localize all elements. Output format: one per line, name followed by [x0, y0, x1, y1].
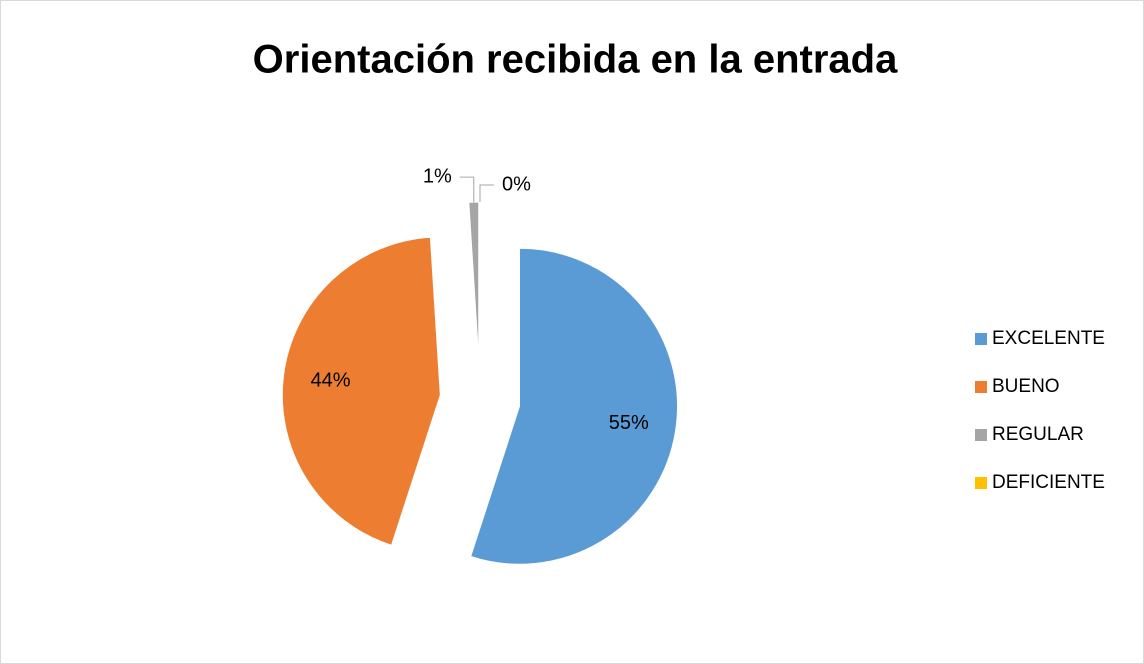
data-label: 55% [609, 412, 649, 434]
leader-line [459, 176, 475, 203]
chart-title: Orientación recibida en la entrada [253, 38, 898, 82]
legend-swatch [975, 333, 987, 345]
data-label: 0% [502, 173, 531, 195]
legend-swatch [975, 381, 987, 393]
leader-line [479, 184, 494, 202]
legend-swatch [975, 477, 987, 489]
legend-label: REGULAR [992, 424, 1084, 445]
legend-swatch [975, 429, 987, 441]
legend-label: BUENO [992, 376, 1060, 397]
pie-slice [281, 236, 441, 546]
pie-slice [468, 201, 480, 361]
data-label: 44% [311, 369, 351, 391]
pie-slice [470, 247, 679, 565]
legend-label: DEFICIENTE [992, 472, 1105, 493]
legend-label: EXCELENTE [992, 328, 1105, 349]
data-label: 1% [423, 165, 452, 187]
